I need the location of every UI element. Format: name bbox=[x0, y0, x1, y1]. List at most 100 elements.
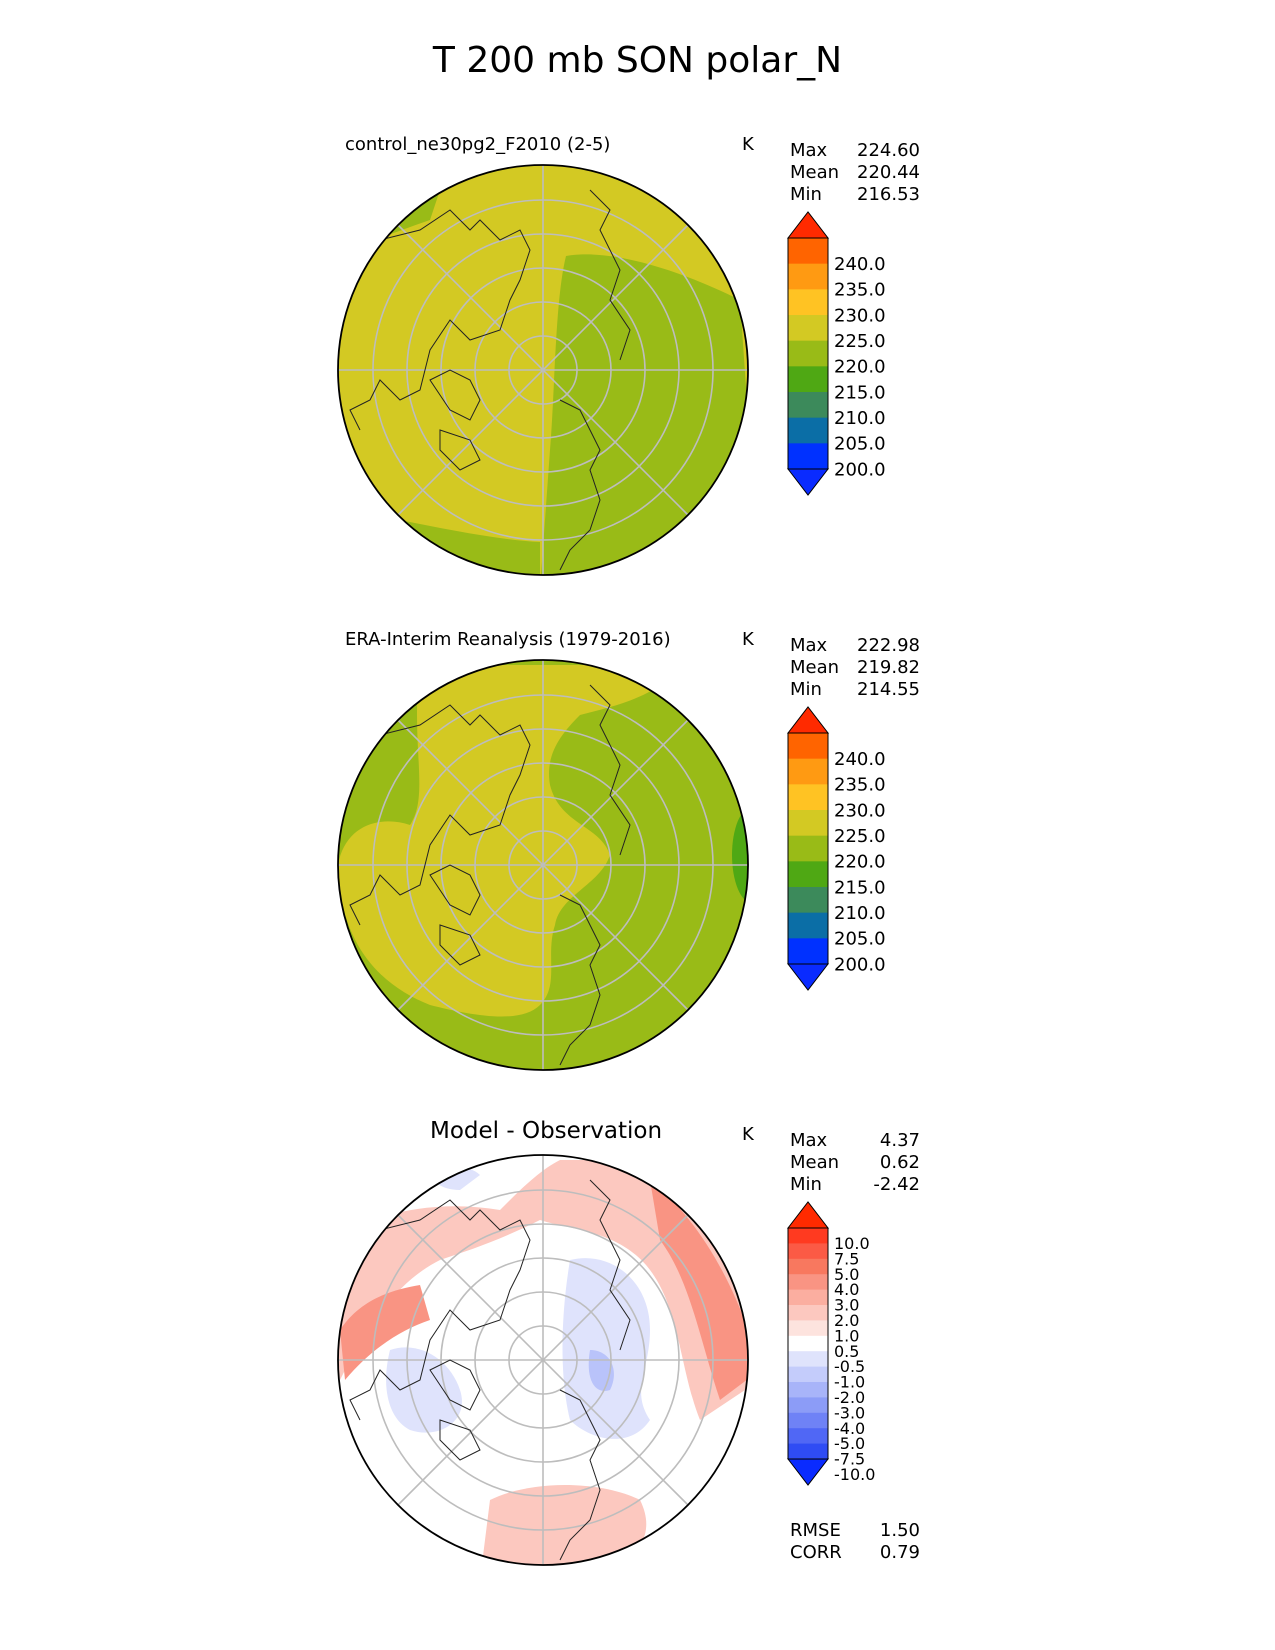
colorbar-segment bbox=[788, 810, 828, 837]
stat-mean-label: Mean bbox=[790, 162, 840, 183]
colorbar-tick-label: 200.0 bbox=[834, 459, 886, 480]
field-positive bbox=[338, 1160, 748, 1420]
stat-mean-value: 0.62 bbox=[879, 1152, 920, 1173]
stat-min-value: -2.42 bbox=[873, 1174, 920, 1195]
rmse-label: RMSE bbox=[790, 1520, 841, 1541]
colorbar-tick-label: 225.0 bbox=[834, 826, 886, 847]
colorbar-segment bbox=[788, 835, 828, 862]
colorbar-segment bbox=[788, 443, 828, 470]
graticule bbox=[338, 1155, 748, 1565]
units-label: K bbox=[742, 1124, 754, 1145]
colorbar-extend-max bbox=[786, 211, 830, 239]
colorbar-segment bbox=[788, 1320, 828, 1337]
colorbar-segment bbox=[788, 315, 828, 342]
stat-min-label: Min bbox=[790, 184, 822, 205]
colorbar-segment bbox=[788, 1228, 828, 1244]
colorbar-segment bbox=[788, 417, 828, 444]
stat-min-value: 214.55 bbox=[857, 679, 920, 700]
colorbar-tick-label: 235.0 bbox=[834, 280, 886, 301]
colorbar-tick-label: 210.0 bbox=[834, 408, 886, 429]
panel-title: control_ne30pg2_F2010 (2-5) bbox=[345, 134, 611, 155]
metrics-block: RMSE 1.50 CORR 0.79 bbox=[790, 1520, 920, 1564]
stat-mean-label: Mean bbox=[790, 1152, 840, 1173]
stat-mean-label: Mean bbox=[790, 657, 840, 678]
stat-max-value: 222.98 bbox=[857, 635, 920, 656]
colorbar-tick-label: 1.0 bbox=[834, 1326, 859, 1345]
colorbar-segment bbox=[788, 758, 828, 785]
colorbar-extend-min bbox=[786, 963, 830, 991]
stat-mean-value: 220.44 bbox=[857, 162, 920, 183]
colorbar-tick-label: 230.0 bbox=[834, 305, 886, 326]
stat-max-label: Max bbox=[790, 1130, 828, 1151]
colorbar-segment bbox=[788, 1412, 828, 1429]
colorbar-segment bbox=[788, 392, 828, 419]
colorbar-extend-max bbox=[786, 706, 830, 734]
colorbar-segment bbox=[788, 1366, 828, 1383]
stat-max-value: 224.60 bbox=[857, 140, 920, 161]
colorbar-tick-label: 210.0 bbox=[834, 903, 886, 924]
stat-max-label: Max bbox=[790, 635, 828, 656]
field-coldest bbox=[732, 807, 748, 903]
colorbar-segment bbox=[788, 1305, 828, 1321]
panel-model: control_ne30pg2_F2010 (2-5) K Max 224.60 … bbox=[0, 130, 1275, 600]
stat-max-value: 4.37 bbox=[879, 1130, 920, 1151]
colorbar-segment bbox=[788, 912, 828, 939]
colorbar-segment bbox=[788, 733, 828, 760]
colorbar: 240.0 235.0 230.0 225.0 220.0 215.0 210.0 205.0… bbox=[786, 706, 886, 991]
colorbar-frame bbox=[787, 732, 829, 965]
rmse-value: 1.50 bbox=[879, 1520, 920, 1541]
colorbar-frame bbox=[787, 1227, 829, 1460]
colorbar-segment bbox=[788, 1382, 828, 1398]
colorbar-tick-label: 240.0 bbox=[834, 749, 886, 770]
stat-max-label: Max bbox=[790, 140, 828, 161]
colorbar: 240.0 235.0 230.0 225.0 220.0 215.0 210.0 205.0… bbox=[786, 211, 886, 496]
polar-map bbox=[337, 164, 749, 576]
colorbar-tick-label: 7.5 bbox=[834, 1249, 859, 1268]
polar-map bbox=[337, 659, 749, 1071]
colorbar-tick-label: -1.0 bbox=[834, 1373, 865, 1392]
figure-title: T 200 mb SON polar_N bbox=[432, 40, 843, 81]
stat-mean-value: 219.82 bbox=[857, 657, 920, 678]
panel-title: Model - Observation bbox=[430, 1118, 663, 1144]
field-cool bbox=[540, 254, 748, 575]
colorbar-tick-label: 0.5 bbox=[834, 1342, 859, 1361]
coastlines bbox=[349, 684, 631, 1066]
polar-map bbox=[337, 1154, 749, 1566]
units-label: K bbox=[742, 629, 754, 650]
colorbar-tick-label: 205.0 bbox=[834, 434, 886, 455]
colorbar-segment bbox=[788, 366, 828, 393]
colorbar-segment bbox=[788, 340, 828, 367]
panel-reference: ERA-Interim Reanalysis (1979-2016) K Max… bbox=[0, 625, 1275, 1095]
corr-value: 0.79 bbox=[879, 1542, 920, 1563]
field-positive-strong bbox=[650, 1180, 748, 1400]
corr-label: CORR bbox=[790, 1542, 842, 1563]
colorbar-segment bbox=[788, 1428, 828, 1445]
map-boundary bbox=[337, 164, 749, 576]
stats-block: Max 222.98 Mean 219.82 Min 214.55 bbox=[790, 635, 920, 701]
colorbar-extend-min bbox=[786, 1458, 830, 1486]
colorbar-tick-label: -2.0 bbox=[834, 1388, 865, 1407]
colorbar-tick-label: 225.0 bbox=[834, 331, 886, 352]
colorbar-tick-label: -3.0 bbox=[834, 1403, 865, 1422]
colorbar-tick-label: 240.0 bbox=[834, 254, 886, 275]
stat-min-value: 216.53 bbox=[857, 184, 920, 205]
colorbar-segment bbox=[788, 1243, 828, 1260]
colorbar-segment bbox=[788, 1443, 828, 1460]
colorbar-tick-label: 215.0 bbox=[834, 382, 886, 403]
colorbar-tick-label: 10.0 bbox=[834, 1234, 870, 1253]
coastlines bbox=[349, 1179, 631, 1561]
map-boundary bbox=[337, 659, 749, 1071]
colorbar-segment bbox=[788, 1274, 828, 1291]
colorbar-tick-label: 230.0 bbox=[834, 800, 886, 821]
stats-block: Max 4.37 Mean 0.62 Min -2.42 bbox=[790, 1130, 920, 1196]
colorbar-segment bbox=[788, 1258, 828, 1275]
colorbar-segment bbox=[788, 289, 828, 316]
colorbar-tick-label: 2.0 bbox=[834, 1311, 859, 1330]
colorbar-extend-min bbox=[786, 468, 830, 496]
colorbar-tick-label: 220.0 bbox=[834, 357, 886, 378]
colorbar-segment bbox=[788, 1351, 828, 1368]
colorbar-tick-label: 200.0 bbox=[834, 954, 886, 975]
field-negative bbox=[386, 1347, 462, 1433]
colorbar-segment bbox=[788, 1335, 828, 1352]
panel-title: ERA-Interim Reanalysis (1979-2016) bbox=[345, 629, 671, 650]
